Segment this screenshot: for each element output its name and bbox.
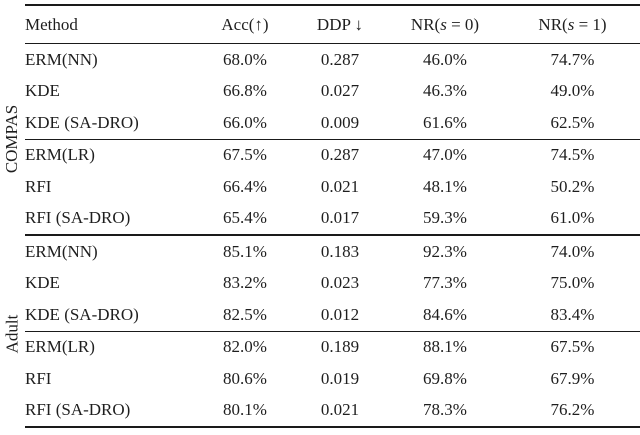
acc-cell: 82.0% — [223, 337, 267, 357]
ddp-cell: 0.189 — [320, 337, 360, 357]
ddp-cell: 0.021 — [320, 400, 360, 420]
table-header-row: Method Acc(↑) DDP ↓ NR(s = 0) NR(s = 1) — [25, 5, 640, 44]
nr0-cell: 92.3% — [423, 241, 467, 261]
nr0-cell: 77.3% — [423, 273, 467, 293]
nr1-cell: 67.5% — [550, 337, 595, 357]
acc-cell: 65.4% — [195, 202, 295, 236]
method-cell: RFI (SA-DRO) — [25, 202, 195, 236]
nr1-cell: 74.7% — [550, 49, 595, 69]
nr0-cell: 46.0% — [423, 49, 467, 69]
table-row: ERM(NN) 68.0% 0.287 46.0% 74.7% — [25, 44, 640, 76]
col-header-nr0: NR(s = 0) — [385, 5, 505, 44]
nr1-cell: 61.0% — [505, 202, 640, 236]
method-cell: RFI — [25, 176, 52, 196]
method-cell: KDE — [25, 273, 60, 293]
nr1-cell: 74.5% — [550, 145, 595, 165]
acc-cell: 85.1% — [223, 241, 267, 261]
ddp-cell: 0.023 — [320, 273, 360, 293]
table-row: RFI (SA-DRO) 65.4% 0.017 59.3% 61.0% — [25, 202, 640, 236]
nr0-cell: 48.1% — [423, 176, 467, 196]
adult-block-2: ERM(LR) 82.0% 0.189 88.1% 67.5% RFI 80.6… — [25, 331, 640, 427]
method-cell: ERM(LR) — [25, 337, 95, 357]
ddp-cell: 0.017 — [295, 202, 385, 236]
results-table: Method Acc(↑) DDP ↓ NR(s = 0) NR(s = 1) … — [25, 4, 640, 428]
math-var-s: s — [567, 14, 575, 34]
group-label-compas-text: COMPAS — [2, 104, 22, 174]
group-label-compas: COMPAS — [0, 41, 25, 237]
table-row: RFI (SA-DRO) 80.1% 0.021 78.3% 76.2% — [25, 395, 640, 428]
nr1-cell: 76.2% — [550, 400, 595, 420]
method-cell: RFI — [25, 368, 52, 388]
ddp-cell: 0.027 — [320, 81, 360, 101]
nr1-cell: 50.2% — [550, 176, 595, 196]
nr0-cell: 61.6% — [385, 107, 505, 140]
ddp-cell: 0.021 — [320, 176, 360, 196]
method-cell: ERM(NN) — [25, 241, 98, 261]
adult-block-1: ERM(NN) 85.1% 0.183 92.3% 74.0% KDE 83.2… — [25, 235, 640, 332]
header-row: Method Acc(↑) DDP ↓ NR(s = 0) NR(s = 1) — [25, 5, 640, 44]
acc-cell: 67.5% — [223, 145, 267, 165]
group-label-adult-text: Adult — [2, 314, 22, 354]
nr0-cell: 47.0% — [423, 145, 467, 165]
nr1-cell: 74.0% — [550, 241, 595, 261]
ddp-cell: 0.012 — [295, 299, 385, 332]
nr1-cell: 67.9% — [550, 368, 595, 388]
acc-cell: 80.6% — [223, 368, 267, 388]
table-row: ERM(LR) 67.5% 0.287 47.0% 74.5% — [25, 139, 640, 171]
col-header-method: Method — [25, 5, 195, 44]
nr0-cell: 46.3% — [423, 81, 467, 101]
nr0-cell: 84.6% — [385, 299, 505, 332]
math-var-s: s — [440, 14, 447, 34]
table-row: ERM(NN) 85.1% 0.183 92.3% 74.0% — [25, 235, 640, 268]
nr0-cell: 59.3% — [385, 202, 505, 236]
acc-cell: 82.5% — [195, 299, 295, 332]
acc-cell: 66.8% — [223, 81, 267, 101]
table-row: KDE 66.8% 0.027 46.3% 49.0% — [25, 76, 640, 108]
table-row: ERM(LR) 82.0% 0.189 88.1% 67.5% — [25, 331, 640, 363]
nr0-cell: 88.1% — [423, 337, 467, 357]
ddp-cell: 0.183 — [320, 241, 360, 261]
method-cell: ERM(NN) — [25, 49, 98, 69]
method-cell: ERM(LR) — [25, 145, 95, 165]
method-cell: KDE (SA-DRO) — [25, 107, 195, 140]
acc-cell: 83.2% — [223, 273, 267, 293]
ddp-cell: 0.019 — [320, 368, 360, 388]
col-header-nr1: NR(s = 1) — [505, 5, 640, 44]
table-row: KDE 83.2% 0.023 77.3% 75.0% — [25, 268, 640, 300]
nr1-cell: 62.5% — [505, 107, 640, 140]
nr0-cell: 69.8% — [423, 368, 467, 388]
table-row: RFI 80.6% 0.019 69.8% 67.9% — [25, 363, 640, 395]
compas-block-2: ERM(LR) 67.5% 0.287 47.0% 74.5% RFI 66.4… — [25, 139, 640, 236]
table-row: KDE (SA-DRO) 66.0% 0.009 61.6% 62.5% — [25, 107, 640, 140]
ddp-cell: 0.287 — [320, 49, 360, 69]
ddp-cell: 0.009 — [295, 107, 385, 140]
method-cell: KDE (SA-DRO) — [25, 299, 195, 332]
nr1-cell: 49.0% — [550, 81, 595, 101]
col-header-ddp: DDP ↓ — [295, 5, 385, 44]
nr1-cell: 83.4% — [505, 299, 640, 332]
method-cell: RFI (SA-DRO) — [25, 400, 131, 420]
acc-cell: 80.1% — [223, 400, 267, 420]
nr0-cell: 78.3% — [423, 400, 467, 420]
table-row: KDE (SA-DRO) 82.5% 0.012 84.6% 83.4% — [25, 299, 640, 332]
method-cell: KDE — [25, 81, 60, 101]
compas-block-1: ERM(NN) 68.0% 0.287 46.0% 74.7% KDE 66.8… — [25, 44, 640, 140]
table-row: RFI 66.4% 0.021 48.1% 50.2% — [25, 171, 640, 203]
ddp-cell: 0.287 — [320, 145, 360, 165]
group-label-adult: Adult — [0, 239, 25, 429]
acc-cell: 66.4% — [223, 176, 267, 196]
nr1-cell: 75.0% — [550, 273, 595, 293]
acc-cell: 66.0% — [195, 107, 295, 140]
acc-cell: 68.0% — [223, 49, 267, 69]
col-header-acc: Acc(↑) — [195, 5, 295, 44]
